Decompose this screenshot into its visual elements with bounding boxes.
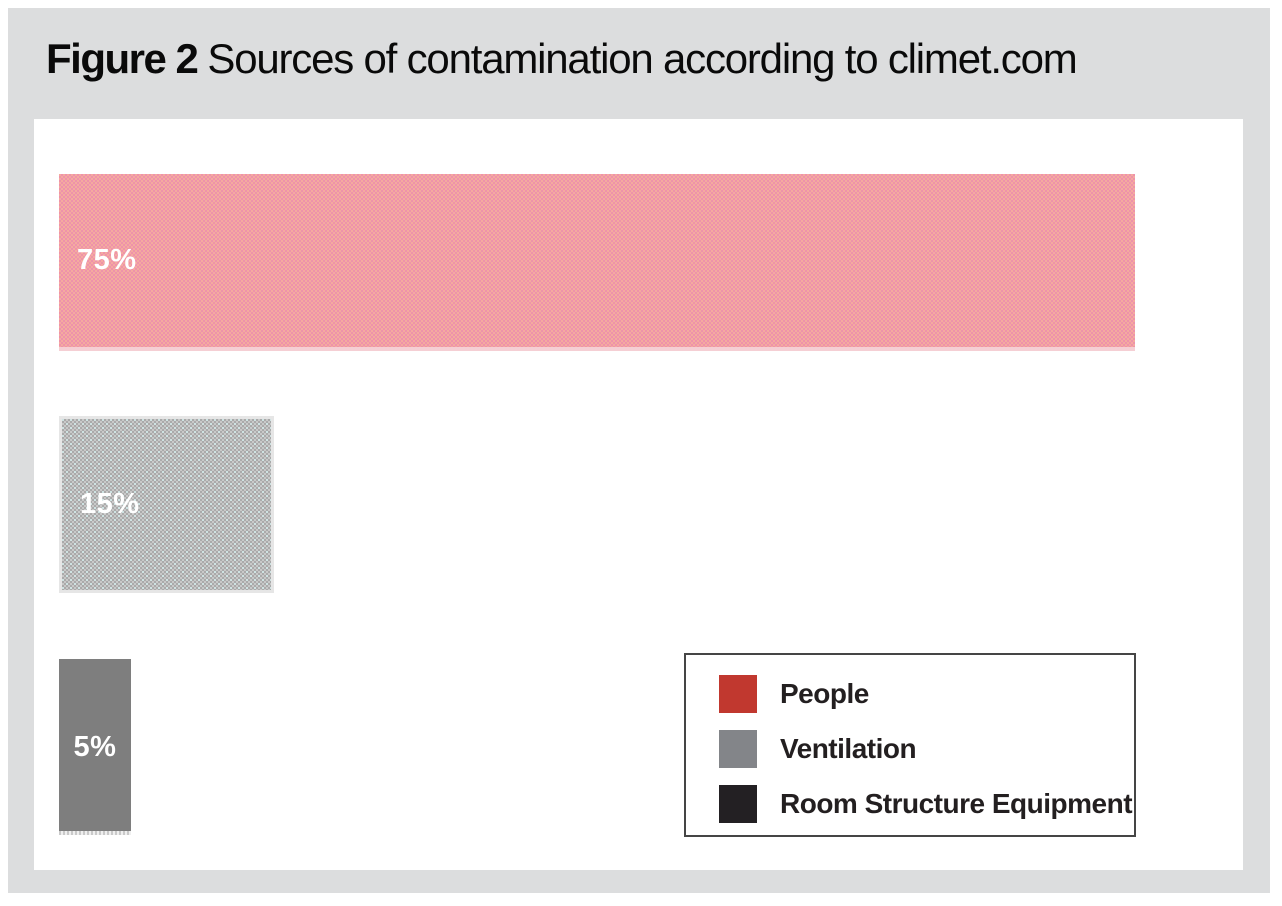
legend-swatch-ventilation xyxy=(719,729,757,768)
bar-ventilation: 15% xyxy=(59,416,274,593)
legend: People Ventilation Room Structure Equipm… xyxy=(684,653,1136,837)
legend-swatch-people xyxy=(719,674,757,713)
legend-label-room-structure: Room Structure Equipment xyxy=(780,787,1133,819)
bar-people: 75% xyxy=(59,174,1135,351)
chart-panel: 75% 15% 5% People Ventilation Room Struc… xyxy=(34,119,1243,870)
legend-item-ventilation: Ventilation xyxy=(686,721,1134,776)
bar-room-value-label: 5% xyxy=(73,730,117,763)
figure-frame: Figure 2 Sources of contamination accordi… xyxy=(8,8,1270,893)
figure-caption: Sources of contamination according to cl… xyxy=(207,35,1077,82)
bar-people-value-label: 75% xyxy=(77,244,137,276)
figure-title: Figure 2 Sources of contamination accordi… xyxy=(46,34,1078,84)
legend-swatch-room-structure xyxy=(719,784,757,823)
legend-item-people: People xyxy=(686,666,1134,721)
legend-item-room-structure-equipment: Room Structure Equipment xyxy=(686,776,1134,831)
legend-label-ventilation: Ventilation xyxy=(780,732,917,764)
bar-room-bottom-edge xyxy=(59,831,131,835)
bar-ventilation-value-label: 15% xyxy=(80,488,140,520)
figure-number: Figure 2 xyxy=(46,35,199,82)
legend-label-people: People xyxy=(780,677,869,709)
bar-room-structure-equipment: 5% xyxy=(59,659,131,835)
